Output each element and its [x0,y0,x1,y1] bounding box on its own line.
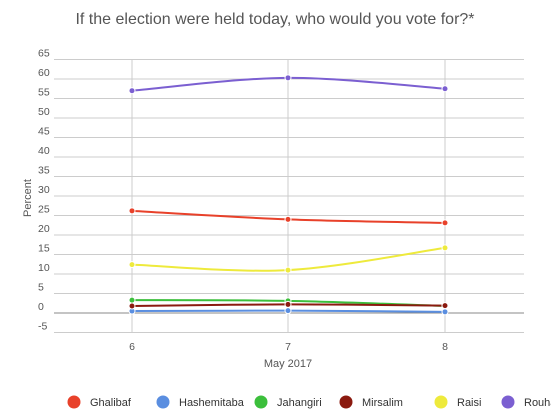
legend-swatch [67,395,81,409]
legend-label: Rouhani [524,397,551,409]
y-tick-label: 60 [38,67,50,79]
legend-item-rouhani: Rouhani [501,395,551,409]
y-tick-label: 40 [38,145,50,157]
legend-swatch [156,395,170,409]
data-point-mirsalim [284,300,292,308]
data-point-hashemitaba [284,307,292,315]
data-point-raisi [284,266,292,274]
y-tick-label: -5 [38,321,47,333]
legend-swatch [434,395,448,409]
x-axis-label: May 2017 [264,358,312,370]
y-tick-label: 30 [38,184,50,196]
data-point-jahangiri [128,296,136,304]
y-tick-label: 65 [38,48,50,60]
y-tick-label: 55 [38,87,50,99]
data-point-rouhani [284,74,292,82]
y-tick-label: 20 [38,223,50,235]
legend-label: Mirsalim [362,397,403,409]
legend-item-hashemitaba: Hashemitaba [156,395,245,409]
data-point-raisi [128,261,136,269]
legend-label: Hashemitaba [179,397,245,409]
legend-item-raisi: Raisi [434,395,481,409]
y-tick-label: 45 [38,126,50,138]
series-points [128,74,449,316]
y-axis-ticks: -5 0 5 10 15 20 25 30 35 40 45 50 55 60 65 [38,48,50,333]
y-tick-label: 25 [38,204,50,216]
gridlines [54,59,524,333]
legend-label: Jahangiri [277,397,322,409]
data-point-mirsalim [128,302,136,310]
legend-item-ghalibaf: Ghalibaf [67,395,132,409]
data-point-mirsalim [441,302,449,310]
y-tick-label: 35 [38,165,50,177]
data-point-hashemitaba [441,308,449,316]
legend: Ghalibaf Hashemitaba Jahangiri Mirsalim Rais… [67,395,551,409]
legend-swatch [339,395,353,409]
legend-item-jahangiri: Jahangiri [254,395,322,409]
legend-label: Ghalibaf [90,397,132,409]
y-tick-label: 15 [38,243,50,255]
legend-swatch [501,395,515,409]
data-point-raisi [441,244,449,252]
y-axis-label: Percent [22,179,34,217]
data-point-ghalibaf [128,207,136,215]
data-point-rouhani [128,87,136,95]
y-tick-label: 50 [38,106,50,118]
y-tick-label: 10 [38,262,50,274]
y-tick-label: 0 [38,301,44,313]
x-axis-ticks: 6 7 8 [129,341,448,353]
chart-title: If the election were held today, who wou… [75,11,474,28]
data-point-ghalibaf [441,219,449,227]
legend-item-mirsalim: Mirsalim [339,395,403,409]
x-tick-label: 8 [442,341,448,353]
x-tick-label: 7 [285,341,291,353]
data-point-ghalibaf [284,215,292,223]
legend-label: Raisi [457,397,481,409]
x-tick-label: 6 [129,341,135,353]
y-tick-label: 5 [38,282,44,294]
legend-swatch [254,395,268,409]
data-point-rouhani [441,85,449,93]
